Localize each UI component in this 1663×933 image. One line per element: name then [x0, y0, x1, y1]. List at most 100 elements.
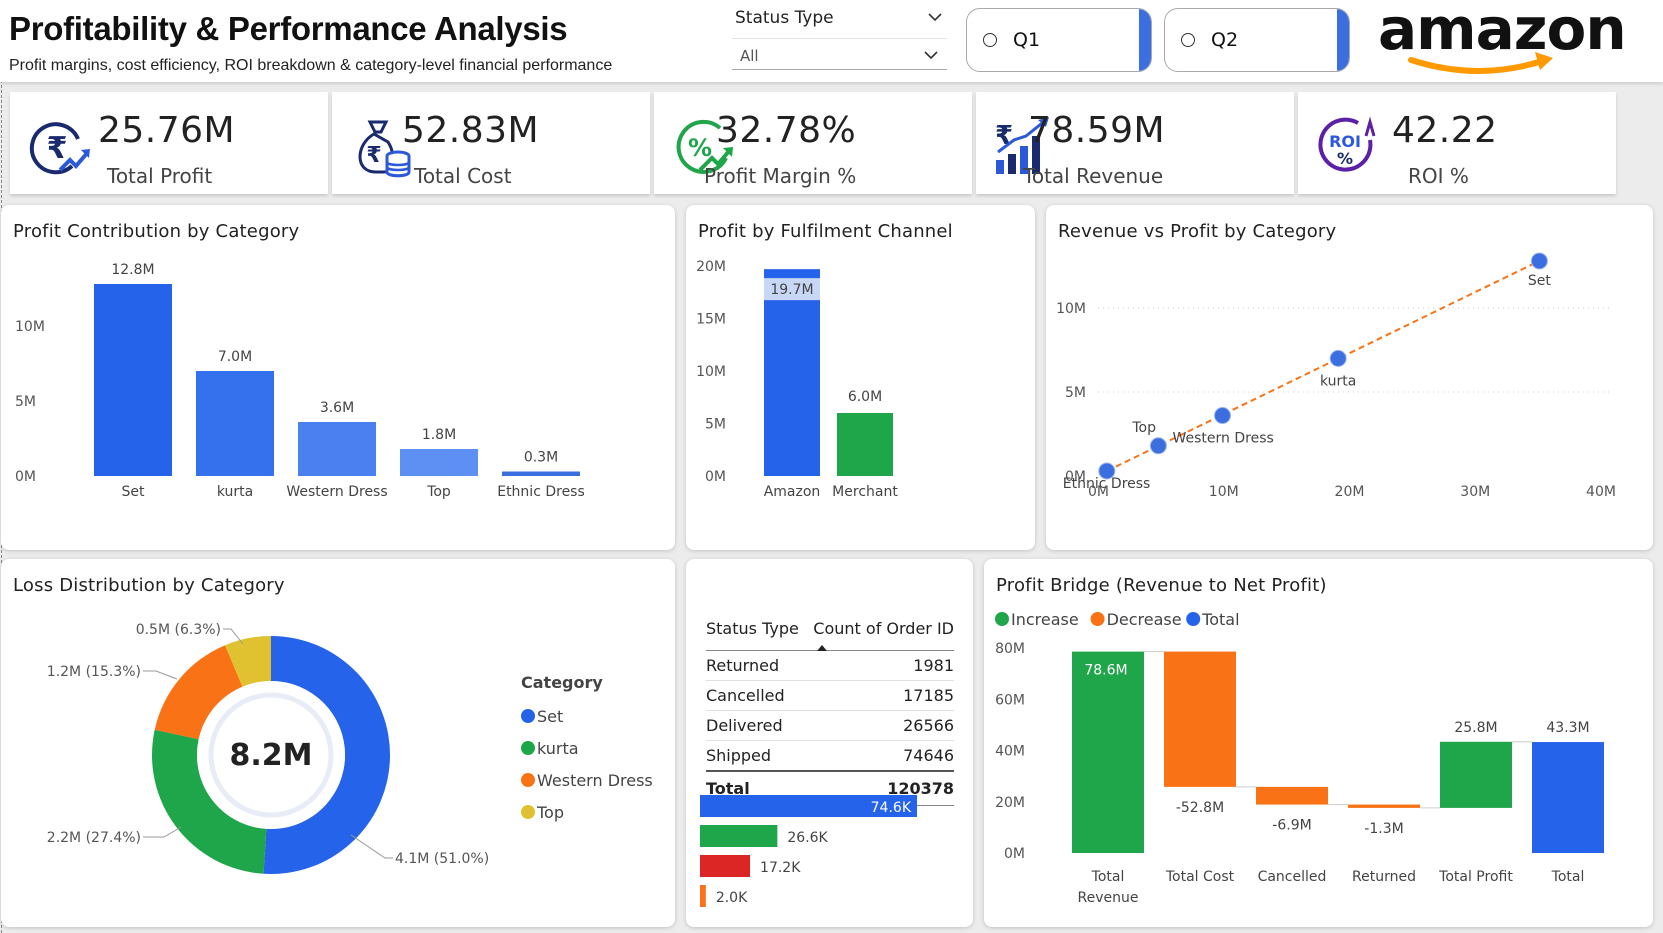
kpi-roi: ROI % 42.22 ROI % — [1298, 92, 1616, 194]
y-tick-label: 5M — [15, 394, 36, 410]
profit-bridge-chart: Increase Decrease Total 0M 20M 40M 60M 80M 78.6M… — [995, 610, 1604, 906]
status-type-slicer-label: Status Type — [735, 8, 834, 28]
y-tick-label: 5M — [705, 417, 726, 433]
bar — [400, 449, 478, 476]
y-tick-label: 10M — [1056, 301, 1086, 317]
kpi-label: ROI % — [1408, 164, 1469, 188]
total-label: Total — [706, 770, 805, 806]
point-label: Top — [1131, 420, 1156, 436]
donut-slice — [225, 636, 271, 687]
scatter-point — [1329, 349, 1347, 367]
y-tick-label: 15M — [696, 312, 726, 328]
scatter-point — [1213, 407, 1231, 425]
donut-center-value: 8.2M — [230, 738, 313, 773]
radio-icon — [1181, 33, 1195, 47]
y-tick-label: 0M — [1065, 469, 1086, 485]
point-label: Western Dress — [1172, 431, 1273, 447]
status-table: Status Type Count of Order ID Returned 19… — [706, 613, 954, 806]
count-cell: 26566 — [804, 710, 954, 741]
quarter-button-q2[interactable]: Q2 — [1164, 8, 1350, 72]
status-cell: Delivered — [706, 710, 805, 741]
profit-contribution-card: Profit Contribution by Category 0M 5M 10M 1… — [1, 205, 675, 550]
legend-label: Decrease — [1107, 610, 1182, 629]
data-label-background — [764, 278, 820, 301]
button-accent — [1337, 9, 1349, 71]
fulfilment-channel-chart: 0M 5M 10M 15M 20M Amazon Merchant 19.7M 6.0M — [696, 259, 898, 500]
bar — [94, 284, 172, 476]
legend-marker — [521, 741, 535, 755]
bar — [196, 371, 274, 476]
y-tick-label: 80M — [995, 641, 1025, 657]
legend-marker — [521, 805, 535, 819]
quarter-label: Q2 — [1211, 29, 1239, 51]
legend-label: kurta — [537, 739, 579, 758]
header: Profitability & Performance Analysis Pro… — [0, 0, 1663, 82]
chevron-down-icon — [924, 51, 938, 60]
table-row[interactable]: Shipped 74646 — [706, 740, 954, 772]
x-tick-label: Merchant — [832, 484, 898, 500]
profit-contribution-chart: 0M 5M 10M 12.8M Set 7.0M kurta 3.6M Western Dres… — [15, 262, 585, 500]
button-accent — [1139, 9, 1151, 71]
count-cell: 1981 — [804, 650, 954, 681]
leader-line — [350, 834, 393, 859]
data-label: 17.2K — [760, 860, 801, 876]
legend-marker — [521, 773, 535, 787]
svg-text:%: % — [688, 134, 712, 162]
money-bag-icon: ₹ — [358, 120, 411, 178]
y-tick-label: 20M — [995, 795, 1025, 811]
x-tick-label: Ethnic Dress — [497, 484, 585, 500]
percent-growth-icon: % — [676, 119, 733, 174]
donut-slice — [154, 645, 243, 740]
data-label: 19.7M — [770, 282, 813, 298]
waterfall-bar — [1072, 651, 1144, 853]
x-tick-label: Top — [426, 484, 451, 500]
kpi-profit-margin: % 32.78% Profit Margin % — [654, 92, 972, 194]
table-total-row: Total 120378 — [706, 770, 954, 806]
y-tick-label: 0M — [1004, 846, 1025, 862]
kpi-value: 52.83M — [402, 110, 540, 151]
column-header-count[interactable]: Count of Order ID — [804, 613, 954, 651]
table-row[interactable]: Cancelled 17185 — [706, 680, 954, 711]
count-cell: 17185 — [804, 680, 954, 711]
table-row[interactable]: Delivered 26566 — [706, 710, 954, 741]
amazon-logo: amazon — [1378, 0, 1627, 74]
slice-label: 0.5M (6.3%) — [136, 622, 221, 638]
chevron-down-icon[interactable] — [924, 6, 946, 28]
svg-text:₹: ₹ — [47, 131, 68, 166]
status-bar — [700, 855, 751, 877]
card-title: Profit Bridge (Revenue to Net Profit) — [996, 575, 1327, 596]
profit-bridge-card: Profit Bridge (Revenue to Net Profit) In… — [984, 559, 1653, 927]
legend-label: Total — [1201, 610, 1239, 629]
status-type-dropdown[interactable]: All — [732, 38, 947, 70]
quarter-button-q1[interactable]: Q1 — [966, 8, 1152, 72]
column-header-status[interactable]: Status Type — [706, 613, 805, 651]
trendline — [1106, 260, 1540, 472]
status-cell: Shipped — [706, 740, 805, 772]
radio-icon — [983, 33, 997, 47]
point-label: kurta — [1320, 373, 1356, 389]
legend-marker — [995, 612, 1009, 626]
kpi-bar: ₹ 25.76M Total Profit ₹ 52.83M Total Cos… — [10, 92, 1653, 194]
y-tick-label: 60M — [995, 692, 1025, 708]
legend-marker — [1186, 612, 1201, 626]
count-cell: 74646 — [804, 740, 954, 772]
x-tick-label: Western Dress — [286, 484, 387, 500]
data-label: 25.8M — [1454, 720, 1497, 736]
y-tick-label: 5M — [1065, 385, 1086, 401]
status-cell: Cancelled — [706, 680, 805, 711]
data-label: -52.8M — [1176, 800, 1224, 816]
loss-distribution-chart: 4.1M (51.0%) 2.2M (27.4%) 1.2M (15.3%) 0.5M… — [47, 622, 653, 874]
data-label: 26.6K — [787, 830, 828, 846]
sort-ascending-icon[interactable] — [816, 645, 827, 651]
x-tick-label: Revenue — [1078, 890, 1139, 906]
revenue-vs-profit-chart: 0M 5M 10M 0M 10M 20M 30M 40M Set kurta Western Dre… — [1056, 252, 1616, 500]
y-tick-label: 10M — [15, 319, 45, 335]
card-title: Profit by Fulfilment Channel — [698, 221, 953, 242]
table-row[interactable]: Returned 1981 — [706, 650, 954, 681]
card-title: Loss Distribution by Category — [13, 575, 285, 596]
kpi-label: Profit Margin % — [704, 164, 857, 188]
kpi-value: 78.59M — [1028, 110, 1166, 151]
donut-center-ring — [208, 692, 334, 818]
fulfilment-channel-card: Profit by Fulfilment Channel 0M 5M 10M 15M 2… — [686, 205, 1035, 550]
waterfall-bar — [1348, 804, 1420, 808]
